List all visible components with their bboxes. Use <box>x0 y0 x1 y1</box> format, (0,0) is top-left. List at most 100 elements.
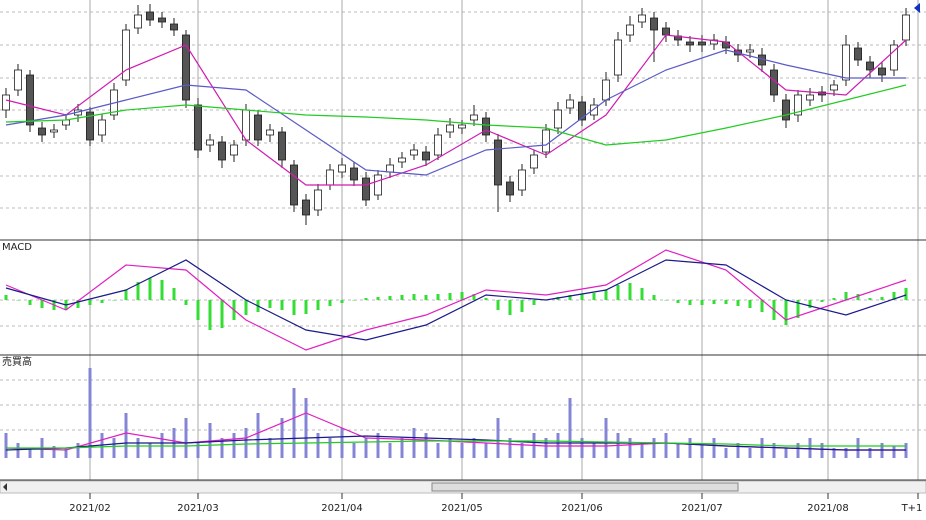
bar <box>316 300 320 310</box>
bar <box>292 300 296 315</box>
bar <box>460 443 464 458</box>
candle-body <box>397 157 406 163</box>
bar <box>280 418 284 458</box>
candle-body <box>157 17 166 23</box>
line-series <box>5 84 907 146</box>
line-series <box>5 249 907 351</box>
bar <box>400 295 404 300</box>
bar <box>148 443 152 458</box>
candle-body <box>289 164 298 206</box>
line-series <box>5 49 906 176</box>
bar <box>832 298 836 300</box>
bar <box>628 283 632 300</box>
bar <box>208 300 212 330</box>
bar <box>592 443 596 458</box>
candle-body <box>409 149 418 156</box>
candle-body <box>205 139 214 146</box>
bar <box>328 438 332 458</box>
bar <box>412 294 416 300</box>
bar <box>472 294 476 300</box>
candle-body <box>50 129 59 133</box>
bar <box>40 300 44 308</box>
bar <box>808 300 812 308</box>
candle-body <box>662 27 671 36</box>
x-tick-label: 2021/02 <box>69 503 111 514</box>
bar <box>604 418 608 458</box>
candle-body <box>518 169 527 191</box>
bar <box>868 298 872 300</box>
candle-body <box>530 154 539 169</box>
x-tick-label: 2021/07 <box>681 503 723 514</box>
bar <box>568 295 572 300</box>
current-marker <box>914 3 920 13</box>
bar <box>784 300 788 325</box>
bar <box>448 438 452 458</box>
bar <box>544 438 548 458</box>
candle-body <box>133 14 142 29</box>
bar <box>736 443 740 458</box>
bar <box>604 290 608 300</box>
bar <box>364 438 368 458</box>
bar <box>280 300 284 310</box>
bar <box>484 443 488 458</box>
candle-body <box>542 129 551 153</box>
candle-body <box>193 104 202 151</box>
bar <box>688 300 692 305</box>
bar <box>76 300 80 308</box>
candle-body <box>325 169 334 186</box>
candle-body <box>373 174 382 196</box>
bar <box>592 293 596 300</box>
bar <box>124 413 128 458</box>
bar <box>28 300 32 305</box>
bar <box>4 433 8 458</box>
bar <box>352 300 356 301</box>
bar <box>844 448 848 458</box>
bar <box>376 433 380 458</box>
candle-body <box>638 14 647 23</box>
candle-body <box>265 129 274 136</box>
candle-body <box>122 29 131 81</box>
candle-body <box>770 69 779 96</box>
bar <box>532 300 536 305</box>
bar <box>832 448 836 458</box>
bar <box>376 297 380 300</box>
line-series <box>6 440 906 449</box>
candle-body <box>602 79 611 101</box>
bar <box>664 433 668 458</box>
bar <box>628 438 632 458</box>
bar <box>436 294 440 300</box>
bar <box>460 292 464 300</box>
candle-body <box>301 199 310 216</box>
scroll-arrow[interactable] <box>3 483 7 491</box>
candle-body <box>566 99 575 109</box>
candle-body <box>902 14 911 41</box>
panel-title: 売買高 <box>2 355 32 368</box>
bar <box>340 300 344 303</box>
bar <box>892 446 896 458</box>
scroll-thumb[interactable] <box>431 482 739 492</box>
candle-body <box>349 167 358 181</box>
bar <box>676 443 680 458</box>
bar <box>640 443 644 458</box>
bar <box>472 438 476 458</box>
bar <box>820 300 824 302</box>
candle-body <box>25 74 34 126</box>
bar <box>520 443 524 458</box>
bar <box>712 300 716 304</box>
candle-body <box>842 44 851 81</box>
bar <box>328 300 332 306</box>
candle-body <box>181 34 190 101</box>
candle-body <box>457 124 466 129</box>
candle-body <box>481 117 490 136</box>
candle-body <box>38 127 47 136</box>
bar <box>244 428 248 458</box>
bar <box>220 438 224 458</box>
bar <box>868 448 872 458</box>
candle-body <box>878 67 887 76</box>
candle-body <box>590 104 599 116</box>
x-tick-label: 2021/08 <box>807 503 849 514</box>
bar <box>112 300 116 301</box>
candle-body <box>830 84 839 91</box>
bar <box>220 300 224 328</box>
